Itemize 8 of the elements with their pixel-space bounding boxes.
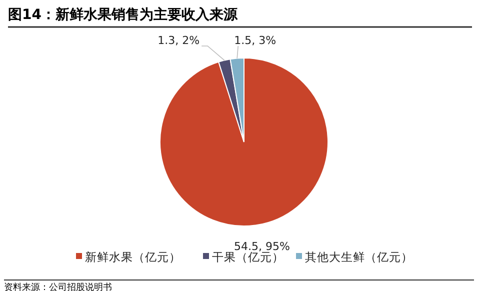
data-label: 54.5, 95% bbox=[234, 240, 290, 253]
chart-title: 图14：新鲜水果销售为主要收入来源 bbox=[8, 6, 238, 23]
legend-label: 新鲜水果（亿元） bbox=[85, 250, 181, 264]
legend-label: 其他大生鲜（亿元） bbox=[305, 250, 413, 264]
data-label: 1.5, 3% bbox=[234, 34, 276, 47]
text: 资料来源：公司招股说明书 bbox=[4, 282, 112, 291]
data-label: 1.3, 2% bbox=[158, 34, 200, 47]
legend-label: 干果（亿元） bbox=[212, 250, 284, 264]
